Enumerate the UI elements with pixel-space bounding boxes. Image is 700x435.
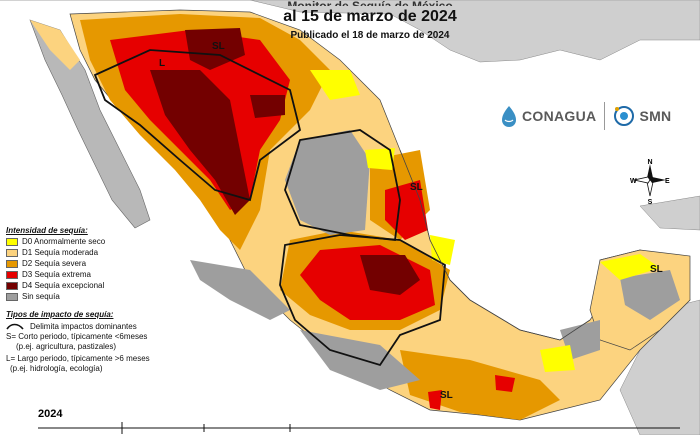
d3-south (495, 375, 515, 392)
d0-south (540, 345, 575, 372)
legend-label-d4: D4 Sequía excepcional (22, 280, 105, 290)
legend-impact-l1: L= Largo periodo, típicamente >6 meses (6, 354, 150, 363)
timeline: 2024 (0, 404, 700, 435)
legend-impact-header: Tipos de impacto de sequía: (6, 310, 114, 319)
legend-label-d3: D3 Sequía extrema (22, 269, 91, 279)
d0-north (310, 70, 360, 100)
legend-label-sin-sequia: Sin sequía (22, 291, 60, 301)
grey-sinaloa-coast (190, 260, 290, 320)
legend-impact-l2: (p.ej. hidrología, ecología) (10, 364, 103, 373)
impact-line-central (279, 234, 446, 367)
cuba-landmass (639, 195, 700, 231)
impact-line-northwest (93, 49, 302, 202)
legend-label-d0: D0 Anormalmente seco (22, 236, 106, 246)
legend-label-d1: D1 Sequía moderada (22, 247, 99, 257)
d3-oaxaca (428, 390, 442, 410)
legend-impact-s1: S= Corto periodo, típicamente <6meses (6, 332, 148, 341)
impact-line-icon (6, 323, 24, 330)
title-line-1: Monitor de Sequía de México (180, 0, 560, 6)
compass-s: S (648, 199, 653, 204)
smn-name: SMN (639, 108, 672, 124)
d0-tamaulipas (365, 148, 395, 170)
title-line-3: Publicado el 18 de marzo de 2024 (290, 30, 450, 41)
title-line-2: al 15 de marzo de 2024 (283, 8, 457, 25)
legend-item: D1 Sequía moderada (6, 247, 176, 258)
timeline-axis (38, 422, 680, 434)
label-sl-south: SL (440, 390, 453, 401)
compass-e: E (665, 178, 670, 185)
compass-n: N (647, 159, 652, 166)
legend-swatch-d3 (6, 270, 18, 279)
baja-california (29, 19, 151, 229)
legend-impact-line-label: Delimita impactos dominantes (30, 322, 137, 331)
conagua-logo-icon (502, 106, 516, 127)
legend-swatch-d0 (6, 237, 18, 246)
legend-impact-s2: (p.ej. agricultura, pastizales) (16, 342, 117, 351)
d3-northeast (385, 180, 428, 240)
legend-swatch-d1 (6, 248, 18, 257)
d4-sonora (150, 70, 250, 215)
legend-item: D4 Sequía excepcional (6, 280, 176, 291)
logo-separator (604, 102, 606, 130)
d0-east (430, 235, 455, 265)
timeline-year: 2024 (38, 408, 63, 420)
baja-norte-drought (30, 20, 80, 70)
legend-item: D3 Sequía extrema (6, 269, 176, 280)
label-sl-northwest: SL (212, 41, 225, 52)
legend-item: D2 Sequía severa (6, 258, 176, 269)
label-l-northwest: L (159, 58, 165, 69)
legend-swatch-d4 (6, 281, 18, 290)
grey-south-coast (300, 330, 420, 390)
compass-w: W (630, 178, 637, 185)
gulf-coastline (399, 149, 591, 341)
legend-item: D0 Anormalmente seco (6, 236, 176, 247)
map-title: Monitor de Sequía de México al 15 de mar… (180, 0, 560, 41)
yucatan-d0 (600, 254, 660, 280)
legend-item: Sin sequía (6, 291, 176, 302)
label-sl-northeast: SL (410, 182, 423, 193)
grey-coahuila (285, 130, 370, 235)
smn-logo-icon (614, 106, 635, 126)
logos: CONAGUA SMN (500, 102, 671, 130)
compass: N S W E (630, 158, 670, 206)
label-sl-yucatan: SL (650, 264, 663, 275)
us-landmass (0, 0, 700, 63)
d4-chihuahua (250, 95, 285, 118)
legend-swatch-sin-sequia (6, 292, 18, 301)
legend-label-d2: D2 Sequía severa (22, 258, 87, 268)
conagua-name: CONAGUA (522, 108, 597, 124)
legend-swatch-d2 (6, 259, 18, 268)
compass-rose-icon: N S W E (630, 159, 670, 206)
legend-intensity-header: Intensidad de sequía: (6, 226, 88, 235)
legend: Intensidad de sequía: D0 Anormalmente se… (6, 226, 176, 374)
yucatan-grey (620, 270, 680, 320)
d4-central (360, 255, 420, 295)
legend-impact-line: Delimita impactos dominantes (6, 322, 176, 332)
